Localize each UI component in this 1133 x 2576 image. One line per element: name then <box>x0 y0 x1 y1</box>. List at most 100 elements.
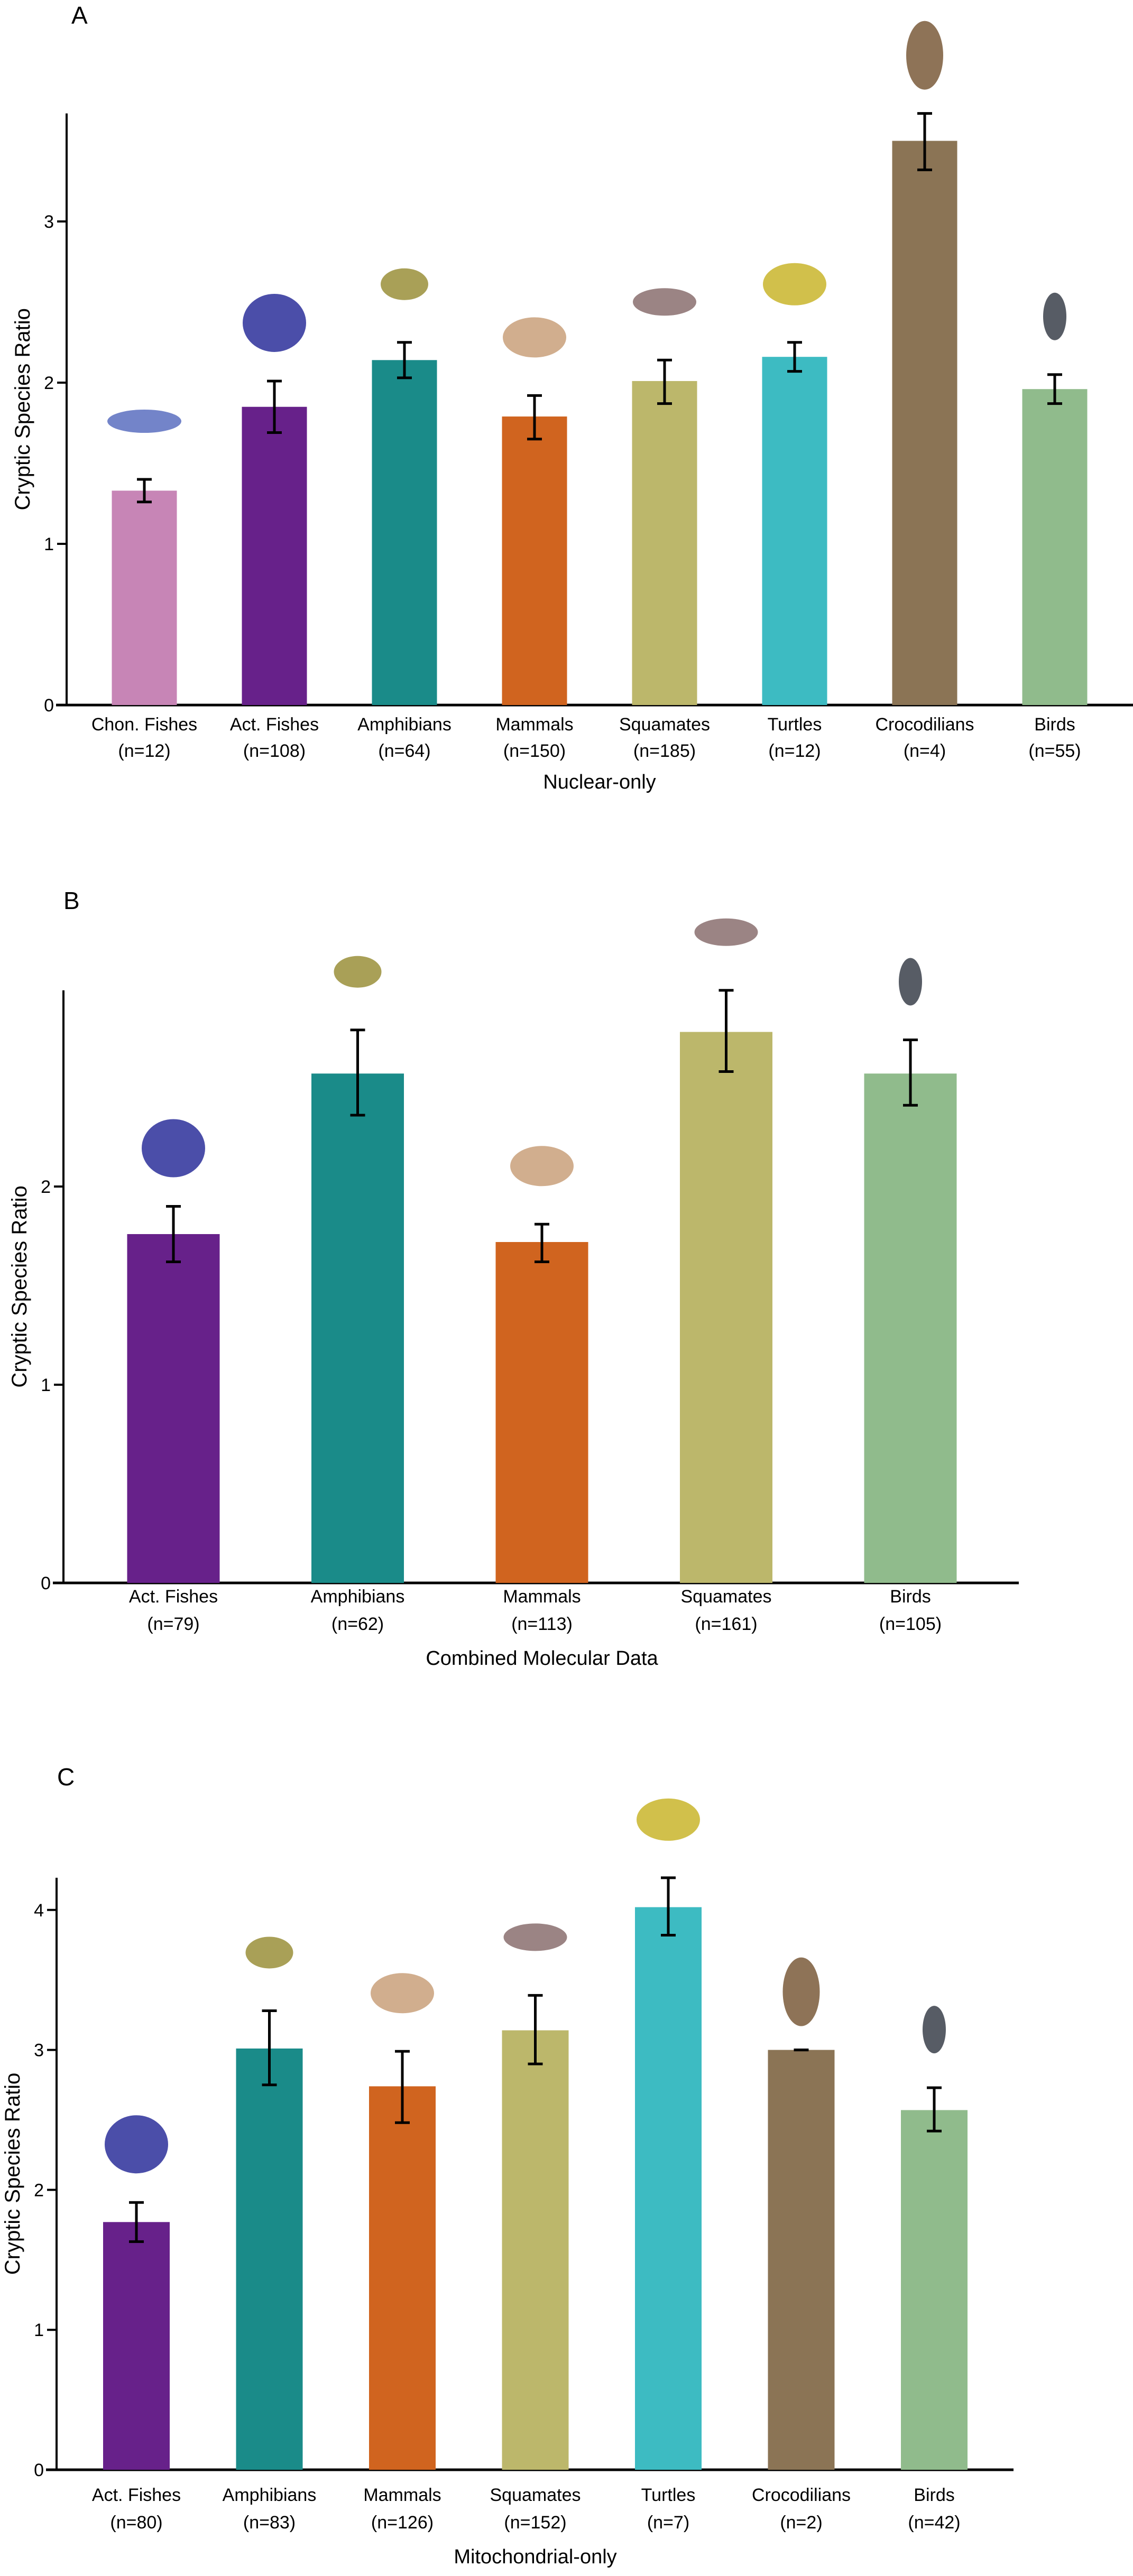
error-bar <box>166 1205 181 1263</box>
y-tick-label: 2 <box>44 373 54 393</box>
panel-c: C 0 1 2 3 4 Cryptic Species Ratio Act. Fishes (n… <box>1 1763 1014 2568</box>
y-tick-label: 2 <box>41 1177 51 1197</box>
x-tick-label: Amphibians <box>311 1587 405 1607</box>
gila-monster-icon <box>633 288 696 316</box>
x-tick-label: Mammals <box>495 715 573 735</box>
y-tick-label: 1 <box>44 534 54 554</box>
y-tick-label: 0 <box>41 1573 51 1593</box>
error-bar <box>350 1028 365 1117</box>
bobcat-icon <box>510 1146 574 1187</box>
sample-size-label: (n=79) <box>147 1614 199 1634</box>
sample-size-label: (n=2) <box>780 2513 822 2533</box>
panel-letter: B <box>63 887 80 914</box>
y-tick-label: 1 <box>41 1375 51 1395</box>
error-bar <box>917 112 932 171</box>
sample-size-label: (n=62) <box>331 1614 384 1634</box>
bar-act-fishes <box>103 2222 170 2470</box>
sample-size-label: (n=83) <box>243 2513 296 2533</box>
bar-birds <box>864 1073 957 1583</box>
sample-size-label: (n=12) <box>768 741 821 761</box>
error-bar <box>1047 373 1062 405</box>
bar-mammals <box>369 2086 436 2470</box>
sample-size-label: (n=55) <box>1028 741 1081 761</box>
error-bar <box>137 478 152 504</box>
bar-amphibians <box>311 1073 404 1583</box>
sample-size-label: (n=152) <box>504 2513 566 2533</box>
bar-chon-fishes <box>112 490 177 705</box>
x-tick-label: Crocodilians <box>752 2485 851 2505</box>
sample-size-label: (n=126) <box>371 2513 434 2533</box>
panel-a: A 0 1 2 3 Cryptic Species Ratio Chon. Fishes (n… <box>11 2 1133 793</box>
shark-icon <box>107 410 181 433</box>
y-tick-label: 4 <box>34 1901 44 1921</box>
y-axis-label: Cryptic Species Ratio <box>8 1185 31 1387</box>
sample-size-label: (n=185) <box>633 741 696 761</box>
x-tick-label: Mammals <box>503 1587 581 1607</box>
x-tick-label: Birds <box>914 2485 954 2505</box>
gila-monster-icon <box>503 1923 567 1951</box>
bar-mammals <box>502 416 567 705</box>
y-axis-label: Cryptic Species Ratio <box>11 308 34 510</box>
y-axis-label: Cryptic Species Ratio <box>1 2073 24 2275</box>
gila-monster-icon <box>694 918 758 946</box>
bar-birds <box>901 2110 968 2470</box>
sample-size-label: (n=108) <box>243 741 306 761</box>
x-tick-label: Act. Fishes <box>230 715 319 735</box>
angelfish-icon <box>142 1119 205 1178</box>
sample-size-label: (n=12) <box>118 741 170 761</box>
bar-crocodilians <box>892 141 957 705</box>
bobcat-icon <box>503 317 566 358</box>
sample-size-label: (n=7) <box>647 2513 689 2533</box>
y-tick-label: 3 <box>44 212 54 232</box>
panel-letter: C <box>57 1763 75 1791</box>
bar-turtles <box>635 1907 702 2470</box>
x-tick-label: Squamates <box>619 715 710 735</box>
crocodile-icon <box>906 21 943 90</box>
error-bar <box>395 2050 410 2124</box>
x-tick-label: Turtles <box>768 715 822 735</box>
bar-squamates <box>680 1032 772 1583</box>
sample-size-label: (n=161) <box>695 1614 757 1634</box>
x-tick-label: Chon. Fishes <box>91 715 197 735</box>
angelfish-icon <box>105 2115 168 2174</box>
swallow-icon <box>1043 292 1066 340</box>
x-axis-label: Nuclear-only <box>543 771 656 793</box>
error-bar <box>927 2086 942 2133</box>
bar-squamates <box>632 381 697 705</box>
x-tick-label: Amphibians <box>357 715 452 735</box>
x-tick-label: Amphibians <box>223 2485 317 2505</box>
error-bar <box>657 358 672 405</box>
angelfish-icon <box>243 293 306 352</box>
bobcat-icon <box>371 1973 434 2014</box>
swallow-icon <box>923 2006 946 2054</box>
sample-size-label: (n=113) <box>511 1614 573 1634</box>
error-bar <box>397 341 412 379</box>
y-tick-label: 0 <box>44 696 54 716</box>
x-axis-label: Combined Molecular Data <box>426 1647 658 1670</box>
y-tick-label: 0 <box>34 2460 44 2480</box>
bar-crocodilians <box>768 2050 835 2470</box>
frog-icon <box>245 1936 293 1969</box>
error-bar <box>129 2201 144 2243</box>
bar-amphibians <box>236 2048 303 2470</box>
x-tick-label: Squamates <box>681 1587 772 1607</box>
x-tick-label: Turtles <box>641 2485 696 2505</box>
bar-mammals <box>495 1242 588 1583</box>
sample-size-label: (n=80) <box>110 2513 162 2533</box>
bar-birds <box>1022 389 1088 705</box>
sample-size-label: (n=42) <box>908 2513 960 2533</box>
error-bar <box>661 1876 676 1936</box>
error-bar <box>528 1994 543 2065</box>
error-bar <box>262 2009 277 2087</box>
sample-size-label: (n=150) <box>503 741 566 761</box>
bar-act-fishes <box>242 406 307 705</box>
panel-b: B 0 1 2 Cryptic Species Ratio Act. Fishes (n=7… <box>8 887 1019 1670</box>
error-bar <box>267 379 282 434</box>
frog-icon <box>334 956 382 988</box>
x-tick-label: Act. Fishes <box>129 1587 218 1607</box>
x-tick-label: Act. Fishes <box>92 2485 181 2505</box>
x-tick-label: Squamates <box>490 2485 581 2505</box>
tortoise-icon <box>763 263 826 305</box>
bar-squamates <box>502 2030 569 2470</box>
